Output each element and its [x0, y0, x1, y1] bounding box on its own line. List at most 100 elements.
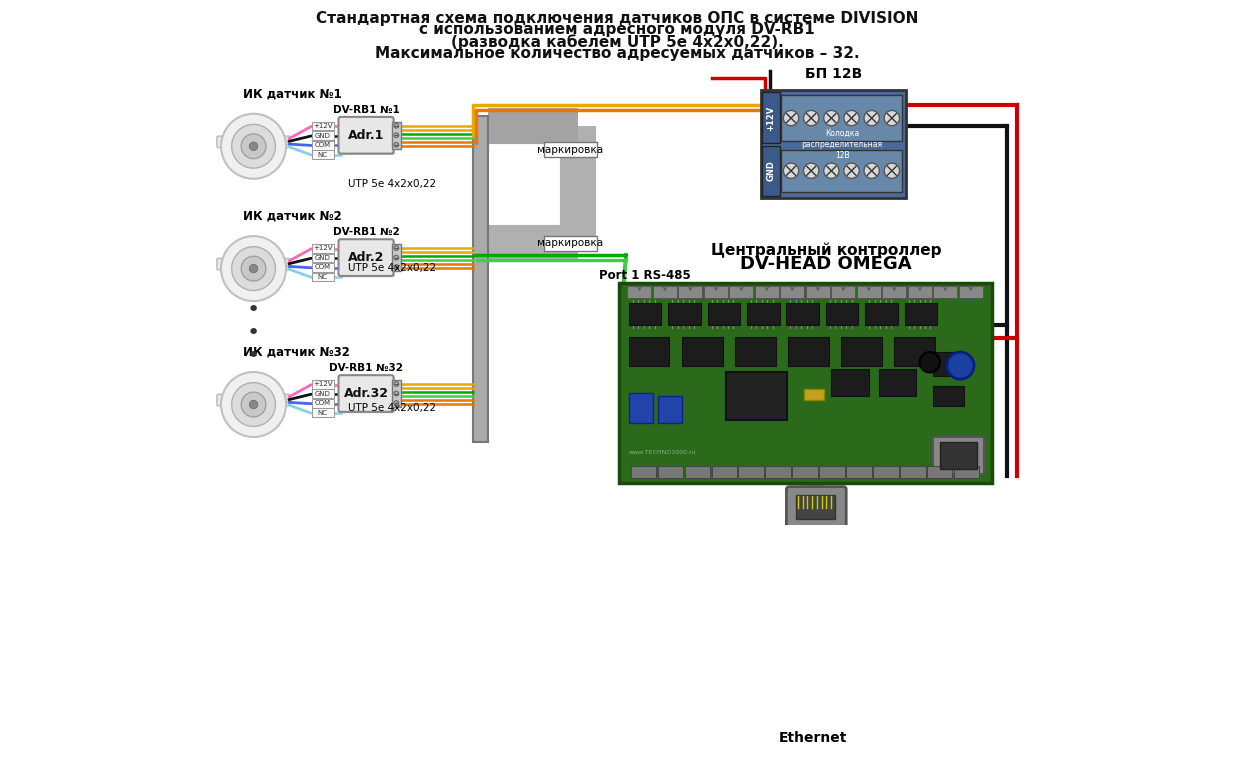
Circle shape	[232, 124, 275, 168]
FancyBboxPatch shape	[340, 377, 395, 413]
FancyBboxPatch shape	[217, 259, 290, 270]
Text: UTP 5е 4х2х0,22: UTP 5е 4х2х0,22	[347, 263, 436, 273]
Bar	[312, 408, 333, 418]
Circle shape	[824, 163, 839, 178]
Bar	[934, 437, 984, 475]
FancyBboxPatch shape	[543, 142, 597, 157]
Text: COM: COM	[315, 142, 331, 148]
Text: GND: GND	[315, 133, 331, 139]
FancyBboxPatch shape	[761, 90, 906, 198]
Circle shape	[394, 381, 399, 386]
Bar	[312, 122, 333, 130]
Text: GND: GND	[315, 255, 331, 261]
Circle shape	[241, 134, 266, 158]
Text: DV-RB1 №32: DV-RB1 №32	[329, 363, 403, 373]
Bar	[312, 389, 333, 398]
Text: Максимальное количество адресуемых датчиков – 32.: Максимальное количество адресуемых датчи…	[375, 46, 860, 60]
Text: Колодка
распределительная
12В: Колодка распределительная 12В	[802, 129, 883, 160]
Text: БП 12В: БП 12В	[805, 67, 862, 81]
Text: DV-HEAD OMEGA: DV-HEAD OMEGA	[740, 256, 911, 273]
Circle shape	[804, 110, 819, 126]
Text: UTP 5е 4х2х0,22: UTP 5е 4х2х0,22	[347, 403, 436, 413]
Circle shape	[844, 163, 860, 178]
Text: •
•
•: • • •	[247, 300, 261, 366]
Bar	[781, 150, 902, 191]
FancyBboxPatch shape	[619, 283, 993, 482]
FancyBboxPatch shape	[340, 118, 395, 155]
Circle shape	[844, 110, 860, 126]
Circle shape	[884, 163, 899, 178]
Circle shape	[394, 142, 399, 147]
Text: NC: NC	[317, 151, 327, 157]
Text: Adr.2: Adr.2	[348, 251, 384, 264]
Bar	[953, 466, 979, 479]
Circle shape	[394, 245, 399, 250]
Bar	[826, 303, 858, 325]
Bar	[682, 337, 722, 366]
Text: ИК датчик №1: ИК датчик №1	[243, 87, 342, 100]
Circle shape	[221, 236, 287, 301]
Bar	[312, 273, 333, 281]
FancyBboxPatch shape	[543, 235, 597, 251]
Bar	[312, 263, 333, 272]
Bar	[653, 286, 677, 298]
Circle shape	[232, 383, 275, 426]
Text: DV-RB1 №2: DV-RB1 №2	[332, 227, 399, 237]
Bar	[841, 337, 882, 366]
Bar	[934, 352, 963, 376]
Circle shape	[783, 163, 799, 178]
FancyBboxPatch shape	[338, 375, 394, 412]
Text: +12V: +12V	[314, 381, 332, 388]
Text: ИК датчик №2: ИК датчик №2	[243, 210, 342, 223]
Circle shape	[783, 110, 799, 126]
Bar	[846, 466, 872, 479]
Text: GND: GND	[315, 391, 331, 397]
Bar	[658, 396, 682, 423]
Bar	[894, 337, 935, 366]
Bar	[900, 466, 925, 479]
FancyBboxPatch shape	[217, 136, 290, 147]
Bar	[658, 466, 683, 479]
FancyBboxPatch shape	[340, 241, 395, 277]
Text: NC: NC	[317, 410, 327, 416]
Bar	[312, 399, 333, 408]
FancyBboxPatch shape	[338, 117, 394, 154]
Bar	[627, 286, 652, 298]
Bar	[958, 286, 983, 298]
FancyBboxPatch shape	[338, 239, 394, 276]
Text: Ethernet: Ethernet	[779, 730, 847, 745]
Bar	[873, 466, 899, 479]
Text: с использованием адресного модуля DV-RB1: с использованием адресного модуля DV-RB1	[420, 22, 815, 37]
Bar	[704, 286, 727, 298]
Circle shape	[864, 163, 879, 178]
Text: маркировка: маркировка	[537, 144, 604, 154]
Text: (разводка кабелем UTP 5е 4х2х0,22).: (разводка кабелем UTP 5е 4х2х0,22).	[451, 34, 783, 49]
Bar	[312, 131, 333, 140]
Bar	[473, 116, 488, 442]
Bar	[735, 337, 776, 366]
Circle shape	[249, 142, 258, 151]
Circle shape	[394, 133, 399, 137]
Bar	[391, 122, 401, 149]
Text: NC: NC	[317, 274, 327, 280]
Circle shape	[249, 264, 258, 273]
Bar	[312, 151, 333, 159]
Bar	[391, 244, 401, 271]
Bar	[730, 286, 753, 298]
Circle shape	[249, 401, 258, 408]
Circle shape	[232, 247, 275, 290]
Bar	[629, 337, 669, 366]
Bar	[934, 286, 957, 298]
Bar	[312, 141, 333, 150]
Bar	[882, 286, 906, 298]
Circle shape	[864, 110, 879, 126]
FancyBboxPatch shape	[787, 486, 846, 527]
Bar	[312, 253, 333, 262]
Bar	[831, 369, 868, 396]
Bar	[631, 466, 656, 479]
Bar	[678, 286, 703, 298]
Text: +12V: +12V	[314, 245, 332, 252]
Bar	[831, 286, 856, 298]
Bar	[629, 393, 652, 423]
Bar	[927, 466, 952, 479]
